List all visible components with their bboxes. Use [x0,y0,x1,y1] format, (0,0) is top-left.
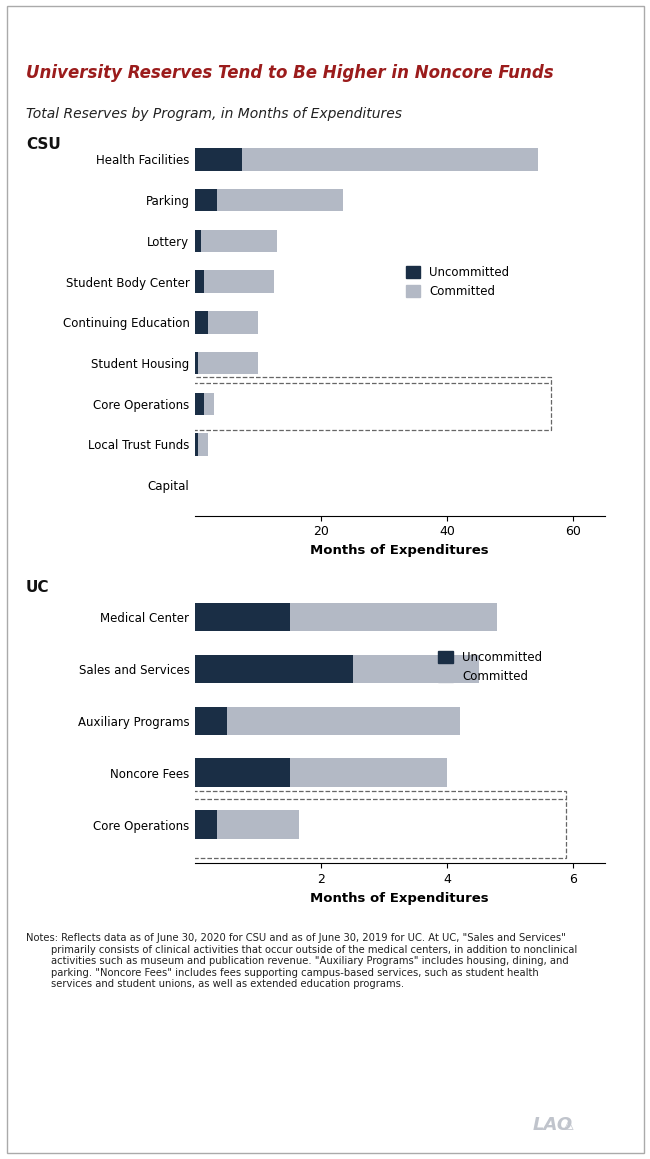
Bar [195,270,205,293]
Bar [217,189,343,211]
Bar [217,810,299,839]
Bar [198,352,258,374]
Text: △: △ [564,1118,574,1131]
Bar [289,603,497,632]
Bar [195,707,226,735]
Bar [195,810,217,839]
Bar [195,655,352,683]
Text: University Reserves Tend to Be Higher in Noncore Funds: University Reserves Tend to Be Higher in… [26,64,554,82]
Bar [185,378,551,430]
Text: CSU: CSU [26,137,60,152]
Legend: Uncommitted, Committed: Uncommitted, Committed [406,267,510,298]
X-axis label: Months of Expenditures: Months of Expenditures [311,891,489,905]
Bar [195,148,242,170]
Text: LAO: LAO [533,1115,573,1134]
Bar [205,393,214,415]
Bar [195,311,207,334]
Bar [226,707,460,735]
Text: Figure 3: Figure 3 [14,22,79,36]
Bar [205,270,274,293]
Bar [352,655,478,683]
Text: UC: UC [26,580,49,595]
Bar [198,433,207,455]
Bar [242,148,538,170]
Bar [187,790,566,859]
Text: Notes: Reflects data as of June 30, 2020 for CSU and as of June 30, 2019 for UC.: Notes: Reflects data as of June 30, 2020… [26,933,577,990]
Bar [202,229,277,252]
Bar [207,311,258,334]
X-axis label: Months of Expenditures: Months of Expenditures [311,544,489,557]
Text: Total Reserves by Program, in Months of Expenditures: Total Reserves by Program, in Months of … [26,107,402,121]
Bar [195,758,289,787]
Bar [195,189,217,211]
Legend: Uncommitted, Committed: Uncommitted, Committed [438,651,542,684]
Bar [195,393,205,415]
Bar [195,229,202,252]
Bar [195,352,198,374]
Bar [195,433,198,455]
Bar [195,603,289,632]
Bar [289,758,447,787]
